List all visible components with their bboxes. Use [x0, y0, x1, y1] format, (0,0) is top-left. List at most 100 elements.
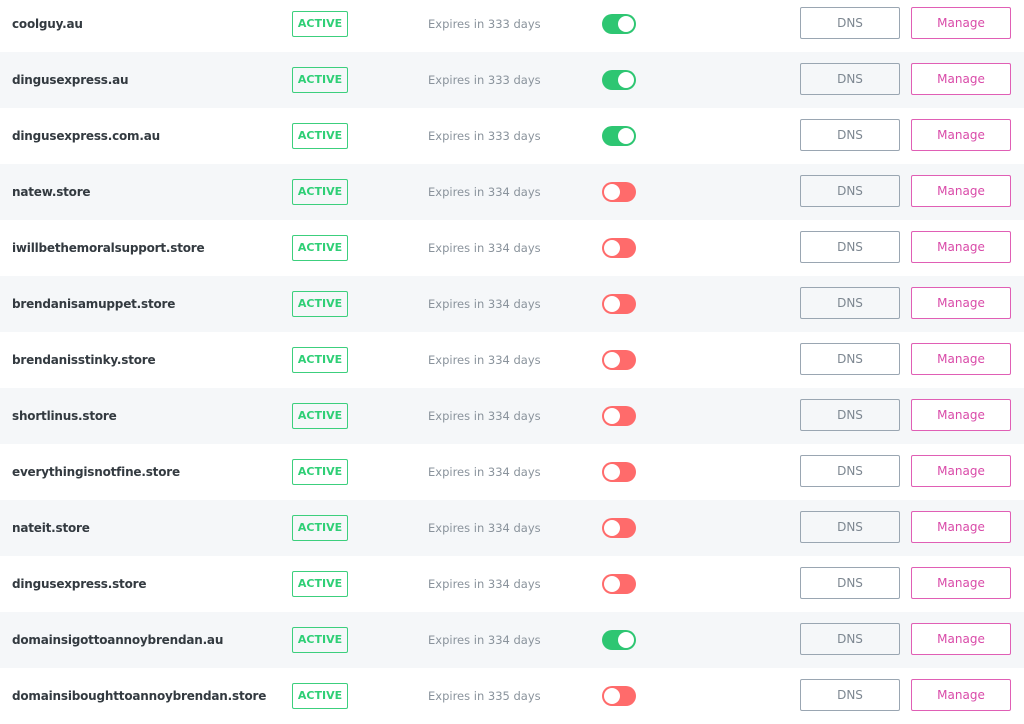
- auto-renew-toggle[interactable]: [602, 126, 636, 146]
- domain-row: brendanisstinky.store ACTIVE Expires in 33…: [0, 332, 1024, 388]
- auto-renew-toggle[interactable]: [602, 238, 636, 258]
- status-badge: ACTIVE: [292, 571, 348, 597]
- toggle-knob: [604, 520, 620, 536]
- toggle-knob: [618, 128, 634, 144]
- domain-row: coolguy.au ACTIVE Expires in 333 days DNS Ma…: [0, 0, 1024, 52]
- domain-name: shortlinus.store: [12, 409, 117, 423]
- domain-row: dingusexpress.au ACTIVE Expires in 333 day…: [0, 52, 1024, 108]
- toggle-knob: [604, 688, 620, 704]
- domain-row: domainsiboughttoannoybrendan.store ACTIVE…: [0, 668, 1024, 724]
- manage-button[interactable]: Manage: [911, 287, 1011, 319]
- manage-button[interactable]: Manage: [911, 455, 1011, 487]
- toggle-knob: [604, 408, 620, 424]
- domain-row: domainsigottoannoybrendan.au ACTIVE Expire…: [0, 612, 1024, 668]
- dns-button[interactable]: DNS: [800, 287, 900, 319]
- domain-name: dingusexpress.au: [12, 73, 129, 87]
- expiry-text: Expires in 334 days: [428, 185, 541, 199]
- domain-name: brendanisamuppet.store: [12, 297, 176, 311]
- toggle-knob: [604, 296, 620, 312]
- expiry-text: Expires in 334 days: [428, 409, 541, 423]
- expiry-text: Expires in 333 days: [428, 17, 541, 31]
- dns-button[interactable]: DNS: [800, 7, 900, 39]
- status-badge: ACTIVE: [292, 11, 348, 37]
- expiry-text: Expires in 333 days: [428, 129, 541, 143]
- domain-name: dingusexpress.store: [12, 577, 147, 591]
- dns-button[interactable]: DNS: [800, 231, 900, 263]
- auto-renew-toggle[interactable]: [602, 462, 636, 482]
- status-badge: ACTIVE: [292, 179, 348, 205]
- auto-renew-toggle[interactable]: [602, 574, 636, 594]
- dns-button[interactable]: DNS: [800, 455, 900, 487]
- auto-renew-toggle[interactable]: [602, 70, 636, 90]
- expiry-text: Expires in 334 days: [428, 353, 541, 367]
- expiry-text: Expires in 334 days: [428, 521, 541, 535]
- domain-name: dingusexpress.com.au: [12, 129, 160, 143]
- manage-button[interactable]: Manage: [911, 511, 1011, 543]
- status-badge: ACTIVE: [292, 67, 348, 93]
- manage-button[interactable]: Manage: [911, 231, 1011, 263]
- dns-button[interactable]: DNS: [800, 119, 900, 151]
- expiry-text: Expires in 333 days: [428, 73, 541, 87]
- auto-renew-toggle[interactable]: [602, 182, 636, 202]
- dns-button[interactable]: DNS: [800, 175, 900, 207]
- domain-row: dingusexpress.store ACTIVE Expires in 334 …: [0, 556, 1024, 612]
- toggle-knob: [604, 464, 620, 480]
- status-badge: ACTIVE: [292, 235, 348, 261]
- expiry-text: Expires in 334 days: [428, 577, 541, 591]
- domain-name: iwillbethemoralsupport.store: [12, 241, 205, 255]
- dns-button[interactable]: DNS: [800, 63, 900, 95]
- manage-button[interactable]: Manage: [911, 399, 1011, 431]
- dns-button[interactable]: DNS: [800, 511, 900, 543]
- manage-button[interactable]: Manage: [911, 679, 1011, 711]
- domain-row: dingusexpress.com.au ACTIVE Expires in 333…: [0, 108, 1024, 164]
- auto-renew-toggle[interactable]: [602, 686, 636, 706]
- auto-renew-toggle[interactable]: [602, 14, 636, 34]
- status-badge: ACTIVE: [292, 403, 348, 429]
- domain-name: everythingisnotfine.store: [12, 465, 180, 479]
- expiry-text: Expires in 334 days: [428, 241, 541, 255]
- status-badge: ACTIVE: [292, 123, 348, 149]
- domain-row: shortlinus.store ACTIVE Expires in 334 day…: [0, 388, 1024, 444]
- toggle-knob: [618, 632, 634, 648]
- toggle-knob: [604, 352, 620, 368]
- domain-row: iwillbethemoralsupport.store ACTIVE Expire…: [0, 220, 1024, 276]
- manage-button[interactable]: Manage: [911, 567, 1011, 599]
- status-badge: ACTIVE: [292, 347, 348, 373]
- domain-name: coolguy.au: [12, 17, 83, 31]
- dns-button[interactable]: DNS: [800, 623, 900, 655]
- domain-name: brendanisstinky.store: [12, 353, 156, 367]
- domain-name: domainsigottoannoybrendan.au: [12, 633, 224, 647]
- status-badge: ACTIVE: [292, 291, 348, 317]
- status-badge: ACTIVE: [292, 683, 348, 709]
- manage-button[interactable]: Manage: [911, 119, 1011, 151]
- dns-button[interactable]: DNS: [800, 343, 900, 375]
- expiry-text: Expires in 334 days: [428, 465, 541, 479]
- expiry-text: Expires in 335 days: [428, 689, 541, 703]
- domain-name: nateit.store: [12, 521, 90, 535]
- dns-button[interactable]: DNS: [800, 567, 900, 599]
- manage-button[interactable]: Manage: [911, 7, 1011, 39]
- auto-renew-toggle[interactable]: [602, 406, 636, 426]
- auto-renew-toggle[interactable]: [602, 294, 636, 314]
- auto-renew-toggle[interactable]: [602, 630, 636, 650]
- toggle-knob: [604, 240, 620, 256]
- auto-renew-toggle[interactable]: [602, 350, 636, 370]
- auto-renew-toggle[interactable]: [602, 518, 636, 538]
- status-badge: ACTIVE: [292, 459, 348, 485]
- manage-button[interactable]: Manage: [911, 175, 1011, 207]
- domain-row: brendanisamuppet.store ACTIVE Expires in 3…: [0, 276, 1024, 332]
- status-badge: ACTIVE: [292, 627, 348, 653]
- dns-button[interactable]: DNS: [800, 679, 900, 711]
- manage-button[interactable]: Manage: [911, 623, 1011, 655]
- domain-name: domainsiboughttoannoybrendan.store: [12, 689, 267, 703]
- manage-button[interactable]: Manage: [911, 343, 1011, 375]
- expiry-text: Expires in 334 days: [428, 633, 541, 647]
- expiry-text: Expires in 334 days: [428, 297, 541, 311]
- manage-button[interactable]: Manage: [911, 63, 1011, 95]
- dns-button[interactable]: DNS: [800, 399, 900, 431]
- domain-row: natew.store ACTIVE Expires in 334 days DNS M…: [0, 164, 1024, 220]
- toggle-knob: [604, 184, 620, 200]
- toggle-knob: [618, 16, 634, 32]
- toggle-knob: [618, 72, 634, 88]
